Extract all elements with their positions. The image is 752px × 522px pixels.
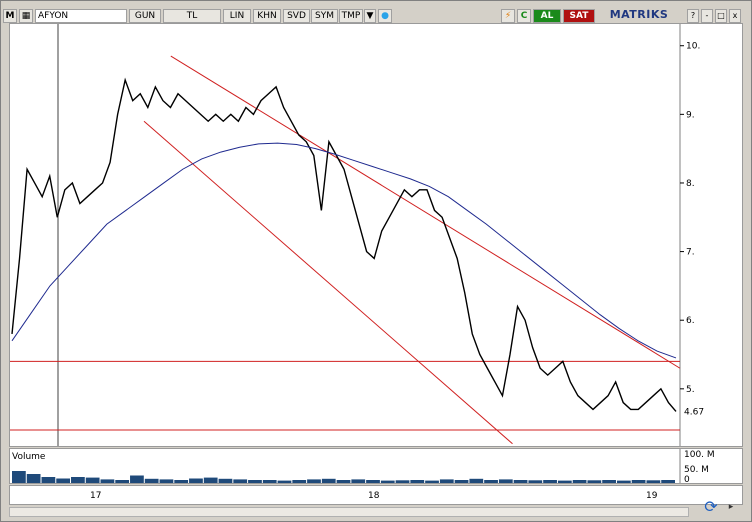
volume-bar bbox=[572, 480, 587, 483]
volume-bar bbox=[395, 480, 410, 483]
volume-bar bbox=[56, 478, 71, 483]
volume-bar bbox=[336, 480, 351, 483]
price-chart: 10. 9. 8. 7. 6. 5. 4.67 bbox=[10, 24, 704, 446]
sell-button[interactable]: SAT bbox=[563, 9, 595, 23]
last-price-label: 4.67 bbox=[684, 407, 704, 417]
volume-bar bbox=[307, 479, 321, 483]
volume-bar bbox=[498, 479, 513, 483]
trend-channel-line bbox=[170, 55, 681, 369]
volume-bar bbox=[85, 477, 100, 483]
volume-tick-label: 100. M bbox=[684, 450, 715, 460]
price-line bbox=[11, 77, 677, 412]
sync-icon[interactable]: ⟳ bbox=[704, 497, 718, 516]
moving-average-line bbox=[11, 142, 677, 359]
volume-bar bbox=[646, 480, 661, 483]
volume-bar bbox=[631, 480, 646, 483]
volume-bar bbox=[233, 479, 248, 483]
volume-bar bbox=[277, 480, 292, 483]
volume-bar bbox=[41, 477, 56, 483]
volume-bar bbox=[174, 480, 189, 483]
volume-bar bbox=[144, 478, 159, 483]
volume-tick-label: 50. M bbox=[684, 465, 709, 475]
y-tick-label: 6. bbox=[686, 316, 695, 326]
volume-bar bbox=[484, 480, 498, 483]
brand-logo: MATRİKS bbox=[599, 9, 679, 23]
horizontal-scrollbar[interactable] bbox=[9, 507, 689, 517]
khn-button[interactable]: KHN bbox=[253, 9, 281, 23]
volume-bar bbox=[661, 480, 675, 483]
x-tick-label: 17 bbox=[90, 491, 102, 501]
volume-chart: Volume 100. M 50. M0 bbox=[12, 449, 715, 485]
scroll-right-icon[interactable]: ▸ bbox=[728, 502, 734, 512]
volume-bar bbox=[26, 474, 41, 483]
grid-icon[interactable]: ▦ bbox=[19, 9, 33, 23]
volume-bar bbox=[351, 479, 366, 483]
close-button[interactable]: x bbox=[729, 9, 741, 23]
menu-button[interactable]: M bbox=[3, 9, 17, 23]
svd-button[interactable]: SVD bbox=[283, 9, 310, 23]
toolbar: M ▦ AFYON GUN TL LIN KHN SVD SYM TMP ▼ ●… bbox=[3, 3, 749, 23]
trend-channel-line bbox=[143, 120, 513, 445]
volume-bar bbox=[130, 475, 144, 483]
volume-bar bbox=[100, 479, 115, 483]
volume-bar bbox=[616, 480, 631, 483]
volume-bar bbox=[321, 478, 336, 483]
volume-bar bbox=[439, 479, 454, 483]
volume-bar bbox=[587, 480, 602, 483]
y-tick-label: 7. bbox=[686, 248, 695, 258]
volume-bar bbox=[469, 478, 484, 483]
volume-bar bbox=[366, 480, 380, 483]
symbol-input[interactable]: AFYON bbox=[35, 9, 127, 23]
volume-bar bbox=[513, 480, 528, 483]
volume-bar bbox=[12, 471, 26, 483]
volume-bar bbox=[203, 477, 218, 483]
tmp-dropdown[interactable]: ▼ bbox=[364, 9, 376, 23]
y-tick-label: 8. bbox=[686, 179, 695, 189]
volume-bar bbox=[410, 480, 425, 483]
volume-bar bbox=[115, 480, 130, 483]
buy-button[interactable]: AL bbox=[533, 9, 561, 23]
x-tick-label: 19 bbox=[646, 491, 658, 501]
volume-bar bbox=[218, 478, 233, 483]
y-tick-label: 9. bbox=[686, 110, 695, 120]
period-button[interactable]: GUN bbox=[129, 9, 161, 23]
volume-bar bbox=[528, 480, 543, 483]
minimize-button[interactable]: - bbox=[701, 9, 713, 23]
volume-bar bbox=[557, 480, 572, 483]
volume-bar bbox=[380, 480, 395, 483]
volume-bar bbox=[602, 480, 616, 483]
volume-bar bbox=[292, 480, 307, 483]
refresh-button[interactable]: C bbox=[517, 9, 531, 23]
volume-bar bbox=[189, 478, 203, 483]
volume-bar bbox=[543, 480, 557, 483]
x-axis: 17 18 19 bbox=[9, 485, 743, 505]
currency-button[interactable]: TL bbox=[163, 9, 221, 23]
scale-button[interactable]: LIN bbox=[223, 9, 251, 23]
sym-button[interactable]: SYM bbox=[311, 9, 338, 23]
tmp-button[interactable]: TMP bbox=[339, 9, 363, 23]
x-tick-label: 18 bbox=[368, 491, 380, 501]
volume-bar bbox=[159, 479, 174, 483]
help-button[interactable]: ? bbox=[687, 9, 699, 23]
y-tick-label: 5. bbox=[686, 385, 695, 395]
volume-bar bbox=[248, 480, 262, 483]
volume-bar bbox=[425, 480, 439, 483]
restore-button[interactable]: □ bbox=[715, 9, 727, 23]
volume-bar bbox=[262, 480, 277, 483]
flash-icon[interactable]: ⚡ bbox=[501, 9, 515, 23]
y-tick-label: 10. bbox=[686, 42, 700, 52]
twitter-icon[interactable]: ● bbox=[378, 9, 392, 23]
volume-bar bbox=[71, 477, 85, 483]
price-chart-panel[interactable]: 10. 9. 8. 7. 6. 5. 4.67 bbox=[9, 23, 743, 447]
volume-tick-label: 0 bbox=[684, 475, 690, 483]
volume-bar bbox=[454, 480, 469, 483]
volume-label: Volume bbox=[12, 452, 46, 462]
